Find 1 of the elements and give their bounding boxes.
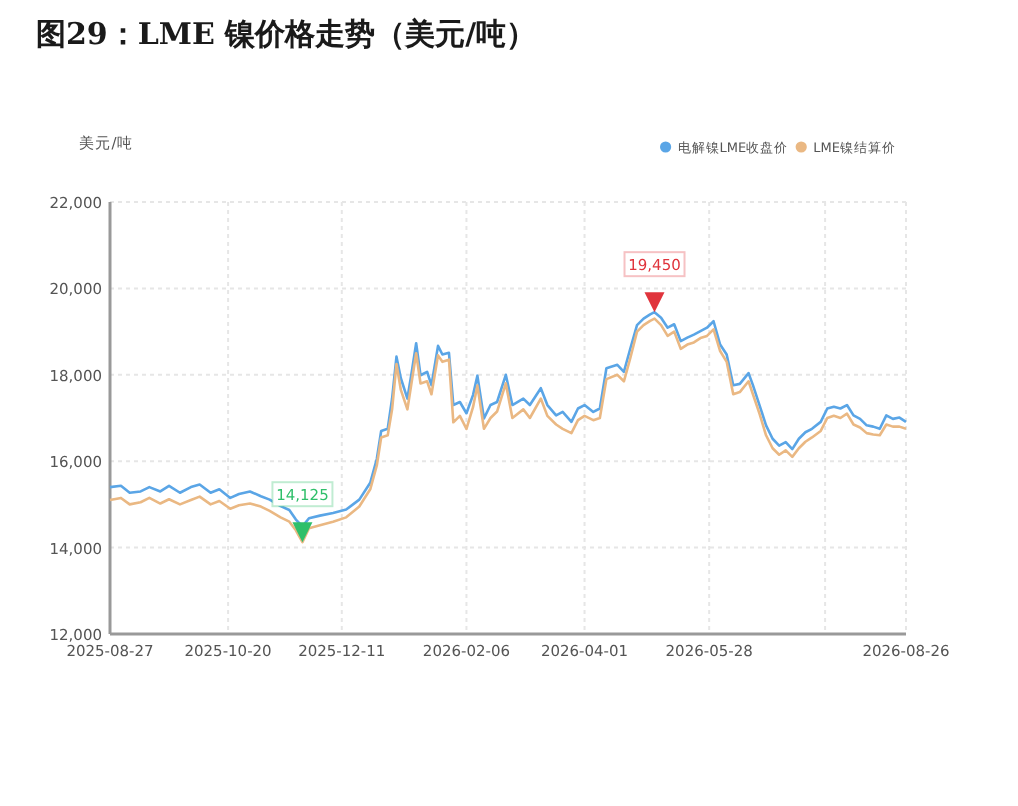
chart-title: 图29：LME 镍价格走势（美元/吨） <box>36 16 537 52</box>
